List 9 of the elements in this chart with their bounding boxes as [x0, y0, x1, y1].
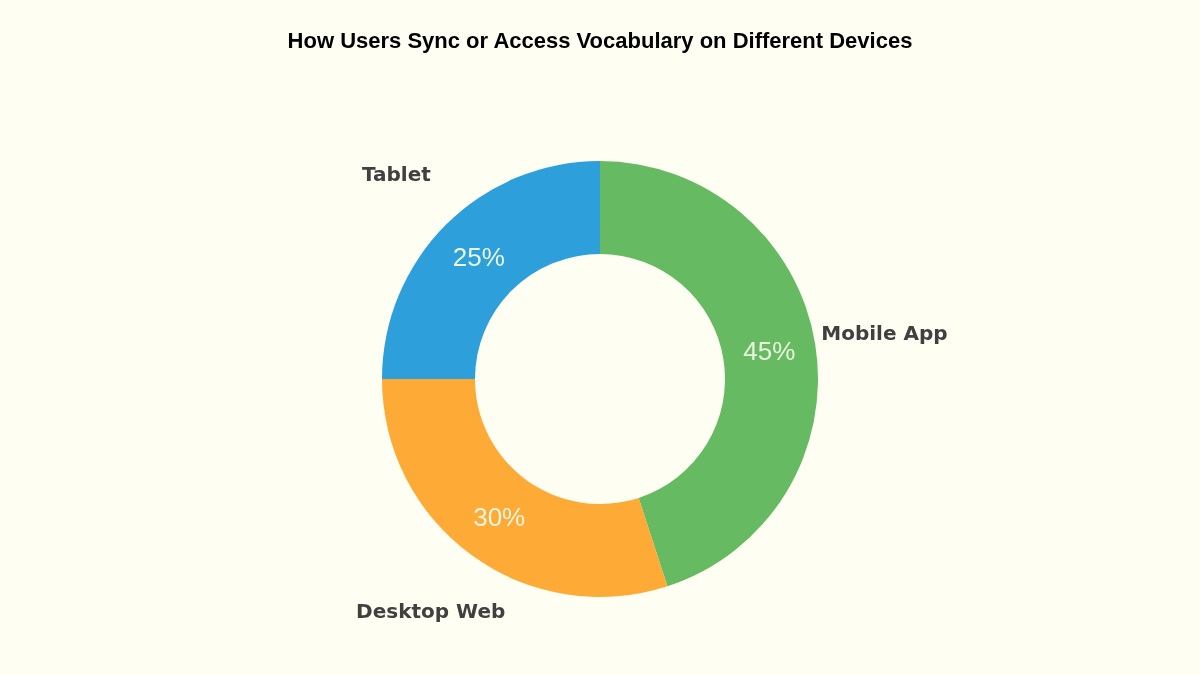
data-label: 30%	[473, 501, 526, 532]
data-label: 45%	[743, 336, 796, 367]
donut-slice	[600, 161, 818, 587]
slice-label: Desktop Web	[356, 599, 506, 623]
data-label: 25%	[452, 241, 505, 272]
chart-title: How Users Sync or Access Vocabulary on Different Devices	[287, 28, 913, 53]
slice-label: Tablet	[361, 162, 432, 187]
slice-label: Mobile App	[821, 320, 948, 345]
donut-slice	[382, 379, 668, 597]
